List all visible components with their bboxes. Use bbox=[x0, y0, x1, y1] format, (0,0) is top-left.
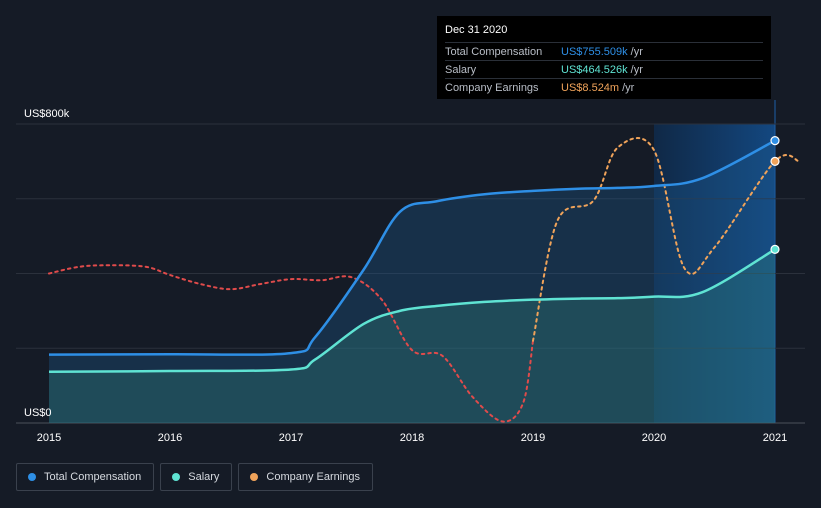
legend-label: Company Earnings bbox=[266, 471, 360, 483]
dot-company-earnings bbox=[770, 156, 780, 166]
tooltip-row-salary: Salary US$464.526k /yr bbox=[445, 60, 763, 78]
legend-item-salary[interactable]: Salary bbox=[160, 463, 233, 491]
tooltip-value: US$8.524m bbox=[561, 81, 620, 94]
legend-dot-icon bbox=[28, 473, 36, 481]
tooltip-row-total-compensation: Total Compensation US$755.509k /yr bbox=[445, 42, 763, 60]
legend-label: Total Compensation bbox=[44, 471, 142, 483]
legend-dot-icon bbox=[250, 473, 259, 481]
dot-salary bbox=[770, 244, 780, 254]
legend-item-total-compensation[interactable]: Total Compensation bbox=[16, 463, 155, 491]
tooltip-row-company-earnings: Company Earnings US$8.524m /yr bbox=[445, 78, 763, 96]
legend-item-company-earnings[interactable]: Company Earnings bbox=[238, 463, 373, 491]
x-tick-label: 2018 bbox=[400, 432, 424, 444]
dot-total-compensation bbox=[770, 136, 780, 146]
y-axis-max-label: US$800k bbox=[24, 108, 70, 120]
line-total-compensation bbox=[48, 139, 776, 356]
area-salary bbox=[49, 249, 775, 423]
tooltip-value: US$464.526k bbox=[561, 63, 628, 76]
tooltip-unit: /yr bbox=[622, 81, 635, 94]
legend-label: Salary bbox=[188, 471, 220, 483]
tooltip-label: Total Compensation bbox=[445, 45, 543, 58]
tooltip-label: Company Earnings bbox=[445, 81, 539, 94]
y-axis-min-label: US$0 bbox=[24, 407, 52, 419]
x-tick-label: 2017 bbox=[279, 432, 303, 444]
tooltip-label: Salary bbox=[445, 63, 477, 76]
x-tick-label: 2020 bbox=[642, 432, 666, 444]
x-tick-label: 2019 bbox=[521, 432, 545, 444]
x-tick-label: 2021 bbox=[763, 432, 787, 444]
tooltip-date: Dec 31 2020 bbox=[445, 24, 508, 36]
line-salary bbox=[48, 248, 776, 374]
area-total-compensation bbox=[49, 140, 775, 423]
tooltip-value: US$755.509k bbox=[561, 45, 628, 58]
tooltip-unit: /yr bbox=[630, 63, 643, 76]
tooltip: Dec 31 2020 Total Compensation US$755.50… bbox=[437, 16, 771, 99]
legend: Total Compensation Salary Company Earnin… bbox=[16, 463, 373, 491]
compensation-chart: 2015 2016 2017 2018 2019 2020 2021 US$800k US$… bbox=[16, 100, 805, 444]
legend-dot-icon bbox=[172, 473, 181, 481]
x-tick-label: 2015 bbox=[37, 432, 61, 444]
x-tick-label: 2016 bbox=[158, 432, 182, 444]
line-company-earnings-negative bbox=[48, 264, 534, 423]
tooltip-unit: /yr bbox=[630, 45, 643, 58]
line-company-earnings bbox=[532, 137, 801, 342]
